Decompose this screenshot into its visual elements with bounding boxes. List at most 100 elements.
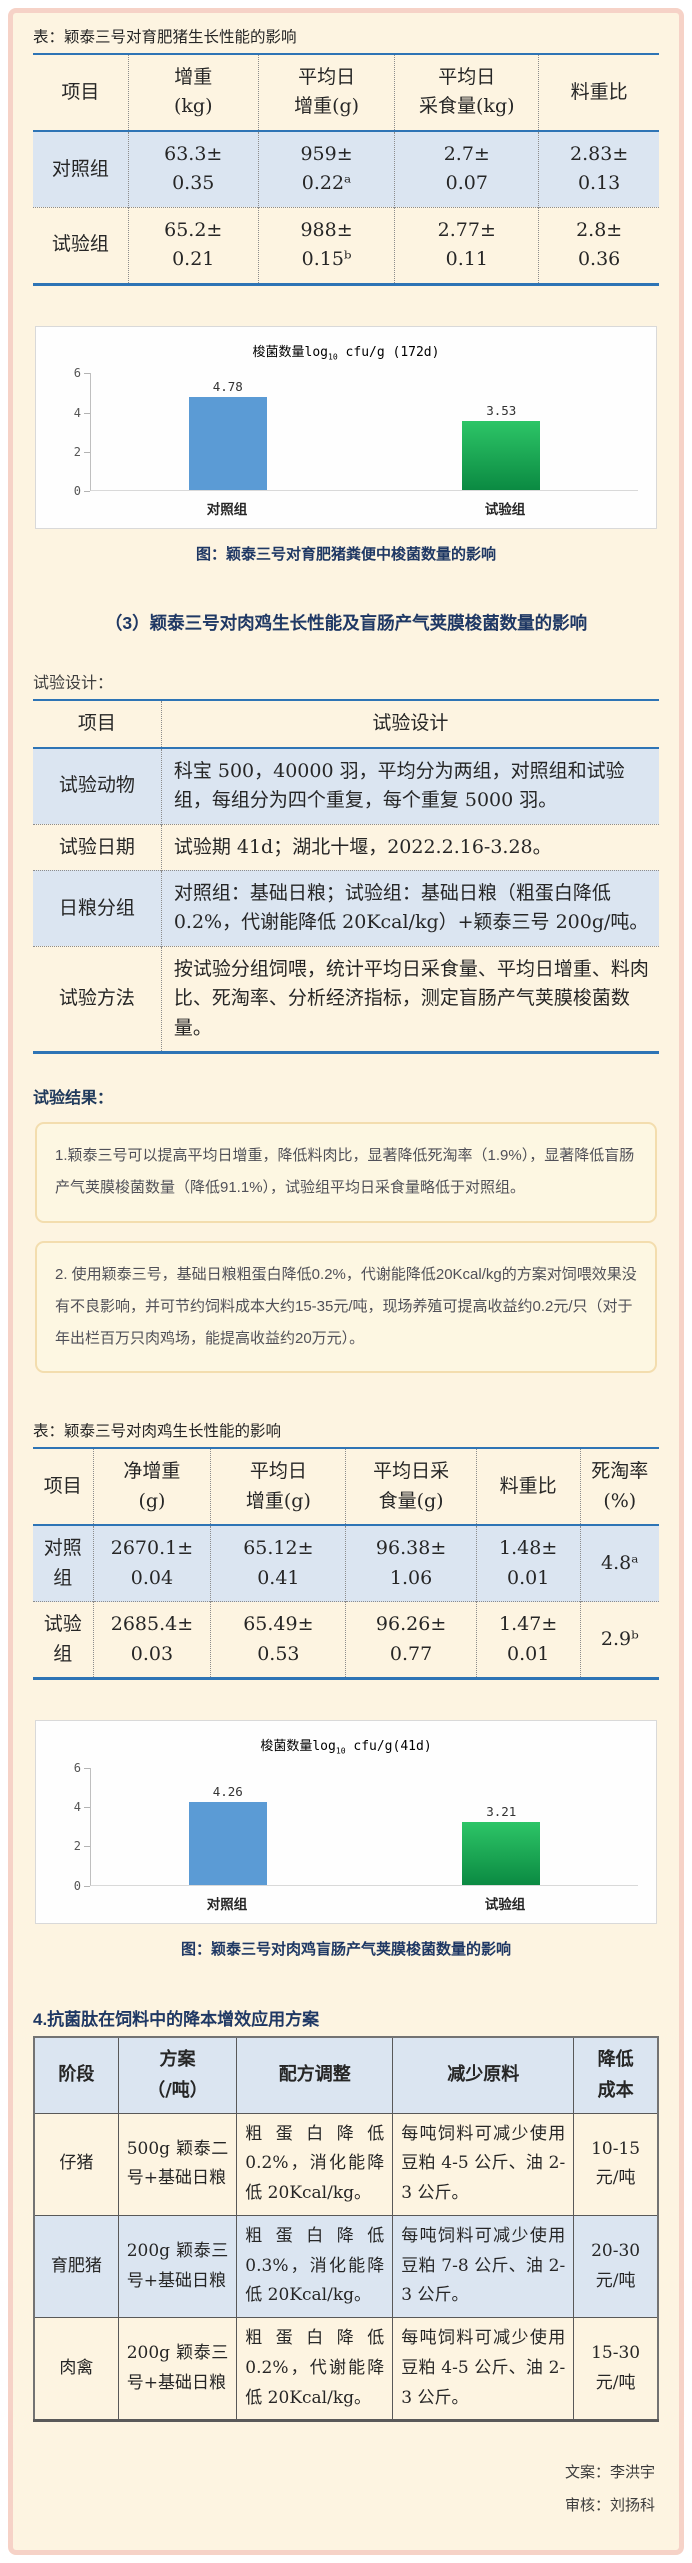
table-cell: 每吨饲料可减少使用豆粕 4-5 公斤、油 2-3 公斤。 xyxy=(392,2112,575,2216)
control-bar xyxy=(188,397,267,491)
table-row: 试验组 65.2± 0.21 988± 0.15ᵇ 2.77± 0.11 2.8… xyxy=(33,207,659,285)
control-bar xyxy=(188,1801,267,1885)
chicken-section-heading: （3）颖泰三号对肉鸡生长性能及盲肠产气荚膜梭菌数量的影响 xyxy=(104,613,588,634)
table-row: 对照组 63.3± 0.35 959± 0.22ᵃ 2.7± 0.07 2.83… xyxy=(33,130,659,208)
table-cell: 20-30 元/吨 xyxy=(573,2214,659,2319)
column-header: 减少原料 xyxy=(392,2036,575,2114)
table-row: 试验日期 试验期 41d；湖北十堰，2022.2.16-3.28。 xyxy=(33,824,659,871)
table-cell: 2.8± 0.36 xyxy=(576,218,623,271)
column-header: 平均日采 食量(g) xyxy=(345,1448,477,1526)
result-box-2: 2. 使用颖泰三号，基础日粮粗蛋白降低0.2%，代谢能降低20Kcal/kg的方… xyxy=(35,1240,657,1374)
table-cell: 对照组 xyxy=(33,130,129,208)
chart-plot-area: 6 4 2 0 4.78 3.53 xyxy=(48,366,644,498)
table-cell: 育肥猪 xyxy=(33,2214,119,2319)
footer-reviewer: 审核：刘扬科 xyxy=(564,2497,655,2515)
chicken-chart-caption: 图：颖泰三号对肉鸡盲肠产气荚膜梭菌数量的影响 xyxy=(180,1940,511,1958)
column-header: 死淘率 (%) xyxy=(591,1460,649,1512)
table-row: 肉禽 200g 颖泰三号+基础日粮 粗蛋白降低 0.2%，代谢能降低 20Kca… xyxy=(33,2317,659,2422)
plot: 4.78 3.53 xyxy=(90,373,639,492)
bar-column-control: 4.78 xyxy=(91,373,365,491)
trial-bar xyxy=(462,421,541,491)
table-cell: 4.8ᵃ xyxy=(601,1552,639,1574)
table-cell: 试验日期 xyxy=(33,824,162,871)
table-cell: 959± 0.22ᵃ xyxy=(258,130,396,208)
y-tick-label: 4 xyxy=(74,1800,91,1814)
table-row: 对照 组 2670.1± 0.04 65.12± 0.41 96.38± 1.0… xyxy=(33,1525,659,1602)
plan-section-heading: 4.抗菌肽在饲料中的降本增效应用方案 xyxy=(33,2009,320,2029)
column-header: 方案 （/吨） xyxy=(117,2036,238,2114)
column-header: 项目 xyxy=(33,700,162,748)
bar-column-trial: 3.21 xyxy=(365,1768,639,1885)
column-header: 项目 xyxy=(33,54,129,131)
table-cell: 科宝 500，40000 羽，平均分为两组，对照组和试验组，每组分为四个重复，每… xyxy=(173,759,625,812)
y-axis: 6 4 2 0 xyxy=(50,366,91,498)
table-cell: 2685.4± 0.03 xyxy=(93,1601,212,1679)
table-cell: 65.49± 0.53 xyxy=(210,1601,347,1679)
footer-author: 文案：李洪宇 xyxy=(564,2464,655,2482)
x-category-label: 试验组 xyxy=(484,1896,526,1912)
design-label: 试验设计： xyxy=(33,675,114,693)
bar-column-control: 4.26 xyxy=(91,1768,365,1885)
table-cell: 试验 组 xyxy=(33,1601,94,1679)
article-footer: 文案：李洪宇 审核：刘扬科 xyxy=(33,2456,659,2522)
y-tick-label: 2 xyxy=(74,1839,91,1853)
table-cell: 日粮分组 xyxy=(33,870,162,947)
table-cell: 仔猪 xyxy=(33,2112,119,2216)
table-cell: 2.7± 0.07 xyxy=(394,130,540,208)
column-header: 项目 xyxy=(33,1448,94,1526)
column-header: 降低 成本 xyxy=(573,2036,659,2114)
table-cell: 2670.1± 0.04 xyxy=(93,1525,212,1602)
table-cell: 1.47± 0.01 xyxy=(476,1601,581,1679)
table-cell: 肉禽 xyxy=(33,2317,119,2422)
column-header: 平均日 增重(g) xyxy=(210,1448,347,1526)
column-header: 料重比 xyxy=(570,80,628,103)
y-axis: 6 4 2 0 xyxy=(50,1761,91,1893)
table-cell: 65.2± 0.21 xyxy=(128,207,259,285)
x-category-label: 对照组 xyxy=(206,1896,248,1912)
article-frame: 表：颖泰三号对育肥猪生长性能的影响 项目 增重 (kg) 平均日 增重(g) 平… xyxy=(8,8,684,2556)
chicken-table-title: 表：颖泰三号对肉鸡生长性能的影响 xyxy=(33,1422,282,1441)
table-cell: 15-30 元/吨 xyxy=(573,2317,659,2422)
table-cell: 200g 颖泰三号+基础日粮 xyxy=(117,2214,238,2319)
chicken-clostridium-chart: 梭菌数量log10 cfu/g(41d) 6 4 2 0 4.26 3.21 xyxy=(35,1720,657,1924)
table-cell: 63.3± 0.35 xyxy=(128,130,259,208)
table-row: 日粮分组 对照组：基础日粮；试验组：基础日粮（粗蛋白降低 0.2%，代谢能降低 … xyxy=(33,870,659,947)
chicken-performance-table: 项目 净增重 (g) 平均日 增重(g) 平均日采 食量(g) 料重比 死淘率 … xyxy=(33,1447,659,1681)
table-header-row: 项目 净增重 (g) 平均日 增重(g) 平均日采 食量(g) 料重比 死淘率 … xyxy=(33,1448,659,1526)
results-label: 试验结果： xyxy=(33,1090,114,1108)
table-cell: 96.38± 1.06 xyxy=(345,1525,477,1602)
pig-table-title: 表：颖泰三号对育肥猪生长性能的影响 xyxy=(33,28,297,46)
table-cell: 500g 颖泰二号+基础日粮 xyxy=(117,2112,238,2216)
bar-column-trial: 3.53 xyxy=(365,373,639,491)
column-header: 净增重 (g) xyxy=(93,1448,212,1526)
pig-performance-table: 项目 增重 (kg) 平均日 增重(g) 平均日 采食量(kg) 料重比 对照组… xyxy=(33,53,659,286)
cost-reduction-table: 阶段 方案 （/吨） 配方调整 减少原料 降低 成本 仔猪 500g 颖泰二号+… xyxy=(33,2035,659,2423)
table-header-row: 项目 增重 (kg) 平均日 增重(g) 平均日 采食量(kg) 料重比 xyxy=(33,54,659,131)
trial-bar xyxy=(462,1822,541,1885)
bar-value-label: 4.78 xyxy=(212,379,243,395)
table-cell: 按试验分组饲喂，统计平均日采食量、平均日增重、料肉比、死淘率、分析经济指标，测定… xyxy=(173,957,649,1039)
column-header: 平均日 采食量(kg) xyxy=(394,54,540,131)
table-cell: 每吨饲料可减少使用豆粕 7-8 公斤、油 2-3 公斤。 xyxy=(392,2214,575,2319)
column-header: 试验设计 xyxy=(372,712,449,735)
table-cell: 对照 组 xyxy=(33,1525,94,1602)
table-cell: 65.12± 0.41 xyxy=(210,1525,347,1602)
column-header: 配方调整 xyxy=(236,2036,394,2114)
table-cell: 988± 0.15ᵇ xyxy=(258,207,396,285)
table-cell: 每吨饲料可减少使用豆粕 4-5 公斤、油 2-3 公斤。 xyxy=(392,2317,575,2422)
table-cell: 10-15 元/吨 xyxy=(573,2112,659,2216)
table-cell: 粗蛋白降低 0.3%，消化能降低 20Kcal/kg。 xyxy=(236,2214,394,2319)
table-row: 试验 组 2685.4± 0.03 65.49± 0.53 96.26± 0.7… xyxy=(33,1601,659,1679)
y-tick-label: 2 xyxy=(74,445,91,459)
table-cell: 96.26± 0.77 xyxy=(345,1601,477,1679)
table-cell: 试验组 xyxy=(33,207,129,285)
bar-value-label: 3.21 xyxy=(486,1804,517,1820)
bar-value-label: 4.26 xyxy=(212,1783,243,1799)
pig-clostridium-chart: 梭菌数量log10 cfu/g (172d) 6 4 2 0 4.78 3.53 xyxy=(35,325,657,530)
table-row: 试验动物 科宝 500，40000 羽，平均分为两组，对照组和试验组，每组分为四… xyxy=(33,747,659,825)
table-cell: 1.48± 0.01 xyxy=(476,1525,581,1602)
table-header-row: 阶段 方案 （/吨） 配方调整 减少原料 降低 成本 xyxy=(33,2036,659,2114)
bar-value-label: 3.53 xyxy=(486,403,517,419)
table-header-row: 项目 试验设计 xyxy=(33,700,659,748)
table-cell: 试验动物 xyxy=(33,747,162,825)
